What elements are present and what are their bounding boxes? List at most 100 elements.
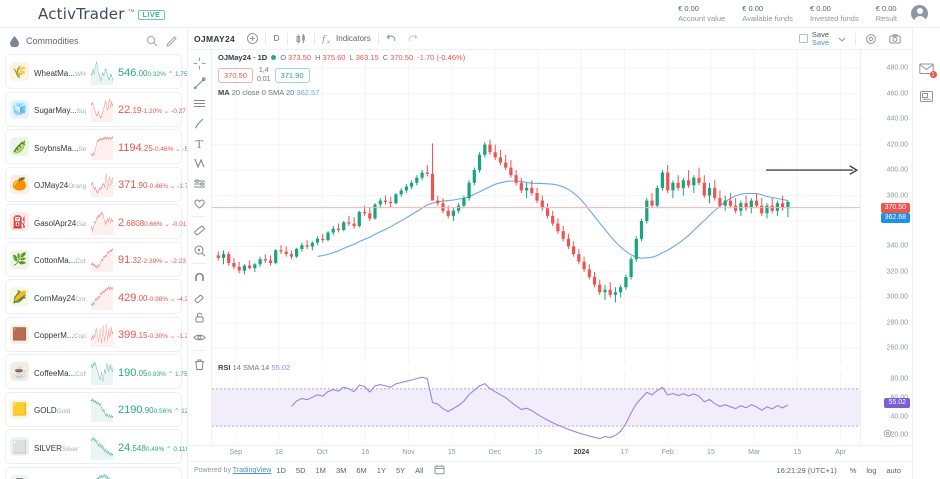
ruler-icon[interactable] — [191, 221, 209, 239]
time-tick: 15 — [793, 449, 802, 456]
timeframe-5d[interactable]: 5D — [295, 466, 306, 475]
redo-icon[interactable] — [402, 28, 423, 50]
forecast-icon[interactable] — [191, 174, 209, 192]
instrument-values: 371.90-0.46% ⌄ -1.70 — [118, 175, 187, 193]
instrument-change: -2.39% ⌄ -2.23 — [141, 258, 186, 265]
bid-box[interactable]: 370.50 — [218, 67, 253, 83]
chart-legend: OJMay24 · 1D O 373.50 H 375.60 L 363.15 C 37… — [218, 53, 467, 97]
instrument-change: -0.98% ⌄ -4.25 — [147, 295, 187, 303]
pattern-icon[interactable] — [191, 154, 209, 172]
invested-funds-item: € 0.00 Invested funds — [810, 4, 859, 23]
timeframe-1d[interactable]: 1D — [276, 466, 286, 475]
watchlist-row[interactable]: ⬜ SILVERSilver 24.5480.49% ⌃ 0.119 — [5, 429, 187, 464]
watchlist-row[interactable]: 🫛 SoybnsMa...Soybeans Ma... 1194.25-0.46% … — [5, 129, 187, 164]
instrument-values: 91.32-2.39% ⌄ -2.23 — [118, 250, 186, 268]
price-tick: 280.00 — [886, 319, 908, 327]
price-axis[interactable]: 480.00460.00440.00420.00400.00380.00360.… — [860, 50, 912, 445]
eraser-icon[interactable] — [191, 288, 209, 306]
watchlist-row[interactable]: ☕ CoffeeMa...Coffee May 2... 190.050.93% ⌃… — [5, 354, 187, 389]
timeframe-5y[interactable]: 5Y — [395, 466, 406, 475]
instrument-icon: ☕ — [10, 362, 29, 381]
time-tick: Feb — [661, 449, 674, 456]
zoom-icon[interactable] — [191, 241, 209, 259]
watchlist-row[interactable]: 🌽 CornMay24Corn May 20... 429.00-0.98% ⌄ -… — [5, 279, 187, 314]
instrument-symbol: CoffeeMa... — [34, 368, 76, 378]
mail-icon[interactable]: 1 — [919, 60, 937, 78]
camera-icon[interactable] — [884, 28, 906, 50]
calendar-icon[interactable] — [429, 464, 450, 477]
magnet-icon[interactable] — [191, 268, 209, 286]
crosshair-icon[interactable] — [191, 54, 209, 72]
timeframe-1m[interactable]: 1M — [315, 466, 326, 475]
gear-icon[interactable] — [860, 28, 882, 50]
watchlist-row[interactable]: 🌿 CottonMa...Cotton May 2... 91.32-2.39% ⌄… — [5, 241, 186, 277]
price-axis-settings-icon[interactable] — [883, 425, 892, 443]
eye-icon[interactable] — [191, 328, 209, 346]
trendline-icon[interactable] — [191, 74, 209, 92]
watchlist-row[interactable]: 🧊 SugarMay...Sugar May 2... 22.19-1.20% ⌄ … — [5, 91, 186, 127]
news-icon[interactable] — [919, 88, 935, 104]
time-tick: 2024 — [573, 449, 590, 456]
avatar[interactable] — [911, 5, 928, 22]
chevron-down-icon[interactable] — [833, 28, 851, 50]
instrument-names: CornMay24Corn May 20... — [34, 288, 86, 306]
watchlist-row[interactable]: 🛢 LCrudeLight Crude ... 81.300.30% ⌃ 0.24 — [5, 466, 182, 479]
price-plot[interactable]: OJMay24 · 1D O 373.50 H 375.60 L 363.15 C 37… — [212, 50, 860, 445]
log-scale-button[interactable]: log — [866, 466, 877, 475]
high-label: H — [315, 53, 321, 62]
instrument-symbol: OJMay24 — [34, 181, 69, 190]
horizontal-lines-icon[interactable] — [191, 94, 209, 112]
time-tick: Mar — [748, 449, 761, 456]
timeframe-6m[interactable]: 6M — [356, 466, 367, 475]
heart-icon[interactable] — [191, 194, 209, 212]
instrument-icon: 🛢 — [10, 474, 29, 479]
search-icon[interactable] — [145, 34, 159, 48]
time-axis[interactable]: Sep 18 Oct 16 Nov 15 Dec 15 2024 17 Feb 15 Mar 15 Apr — [188, 445, 912, 461]
instrument-symbol: SILVER — [34, 443, 62, 453]
add-symbol-button[interactable] — [242, 28, 263, 50]
instrument-change: -0.46% ⌄ -5.50 — [152, 145, 187, 153]
svg-text:T: T — [196, 138, 204, 150]
brush-icon[interactable] — [191, 114, 209, 132]
watchlist-row[interactable]: ⛽ GasolApr24Gasoline Apri... 2.68080.66% ⌄… — [5, 204, 187, 239]
account-value-item: € 0.00 Account value — [678, 4, 725, 23]
instrument-change: -1.20% ⌄ -0.27 — [141, 108, 186, 115]
rsi-value: 55.02 — [271, 363, 291, 373]
text-icon[interactable]: T — [191, 134, 209, 152]
sparkline-chart — [91, 396, 113, 422]
lock-icon[interactable] — [191, 308, 209, 326]
pencil-icon[interactable] — [165, 34, 179, 48]
instrument-symbol: SoybnsMa... — [34, 143, 79, 153]
instrument-names: GOLDGold — [34, 400, 86, 418]
watchlist-row[interactable]: 🌾 WheatMa...WHEAT May ... 546.000.32% ⌃ 1.… — [5, 54, 187, 89]
legend-quote-boxes: 370.50 1,4 0.01 371.90 — [218, 66, 467, 84]
percent-scale-button[interactable]: % — [849, 466, 857, 475]
instrument-change: -0.46% ⌄ -1.70 — [147, 183, 187, 190]
instrument-values: 399.15-0.30% ⌄ -1.20 — [118, 325, 187, 343]
candles-icon[interactable] — [290, 28, 312, 50]
save-checkbox[interactable] — [798, 34, 808, 43]
watchlist-row[interactable]: 🟫 CopperM...Copper May ... 399.15-0.30% ⌄ … — [5, 316, 187, 352]
ask-box[interactable]: 371.90 — [274, 67, 310, 83]
instrument-price: 91.32 — [118, 254, 142, 266]
undo-icon[interactable] — [381, 28, 402, 50]
chart-symbol[interactable]: OJMAY24 — [194, 33, 236, 44]
user-menu[interactable] — [911, 5, 940, 22]
time-tick: 15 — [534, 449, 543, 456]
timeframe-all[interactable]: All — [415, 466, 424, 475]
trash-icon[interactable] — [191, 355, 209, 373]
save-button[interactable]: Save Save — [810, 30, 831, 47]
rsi-tick: 20.00 — [890, 431, 908, 439]
main-area: Commodities 🌾 WheatMa...WHEAT May ... 546.… — [0, 28, 940, 479]
timeframe-1y[interactable]: 1Y — [376, 466, 386, 475]
toolbar-divider — [193, 263, 206, 264]
tradingview-link[interactable]: TradingView — [232, 467, 272, 474]
auto-scale-button[interactable]: auto — [886, 466, 901, 475]
timeframe-3m[interactable]: 3M — [335, 466, 347, 475]
watchlist-row[interactable]: 🍊 OJMay24Orange Juice... 371.90-0.46% ⌄ -1… — [5, 166, 187, 202]
watchlist-row[interactable]: 🟨 GOLDGold 2190.900.56% ⌃ 12.24 — [5, 391, 187, 427]
instrument-symbol: CornMay24 — [34, 293, 76, 303]
watchlist-rows: 🌾 WheatMa...WHEAT May ... 546.000.32% ⌃ 1.… — [0, 54, 187, 479]
interval-button[interactable]: D — [273, 34, 280, 43]
